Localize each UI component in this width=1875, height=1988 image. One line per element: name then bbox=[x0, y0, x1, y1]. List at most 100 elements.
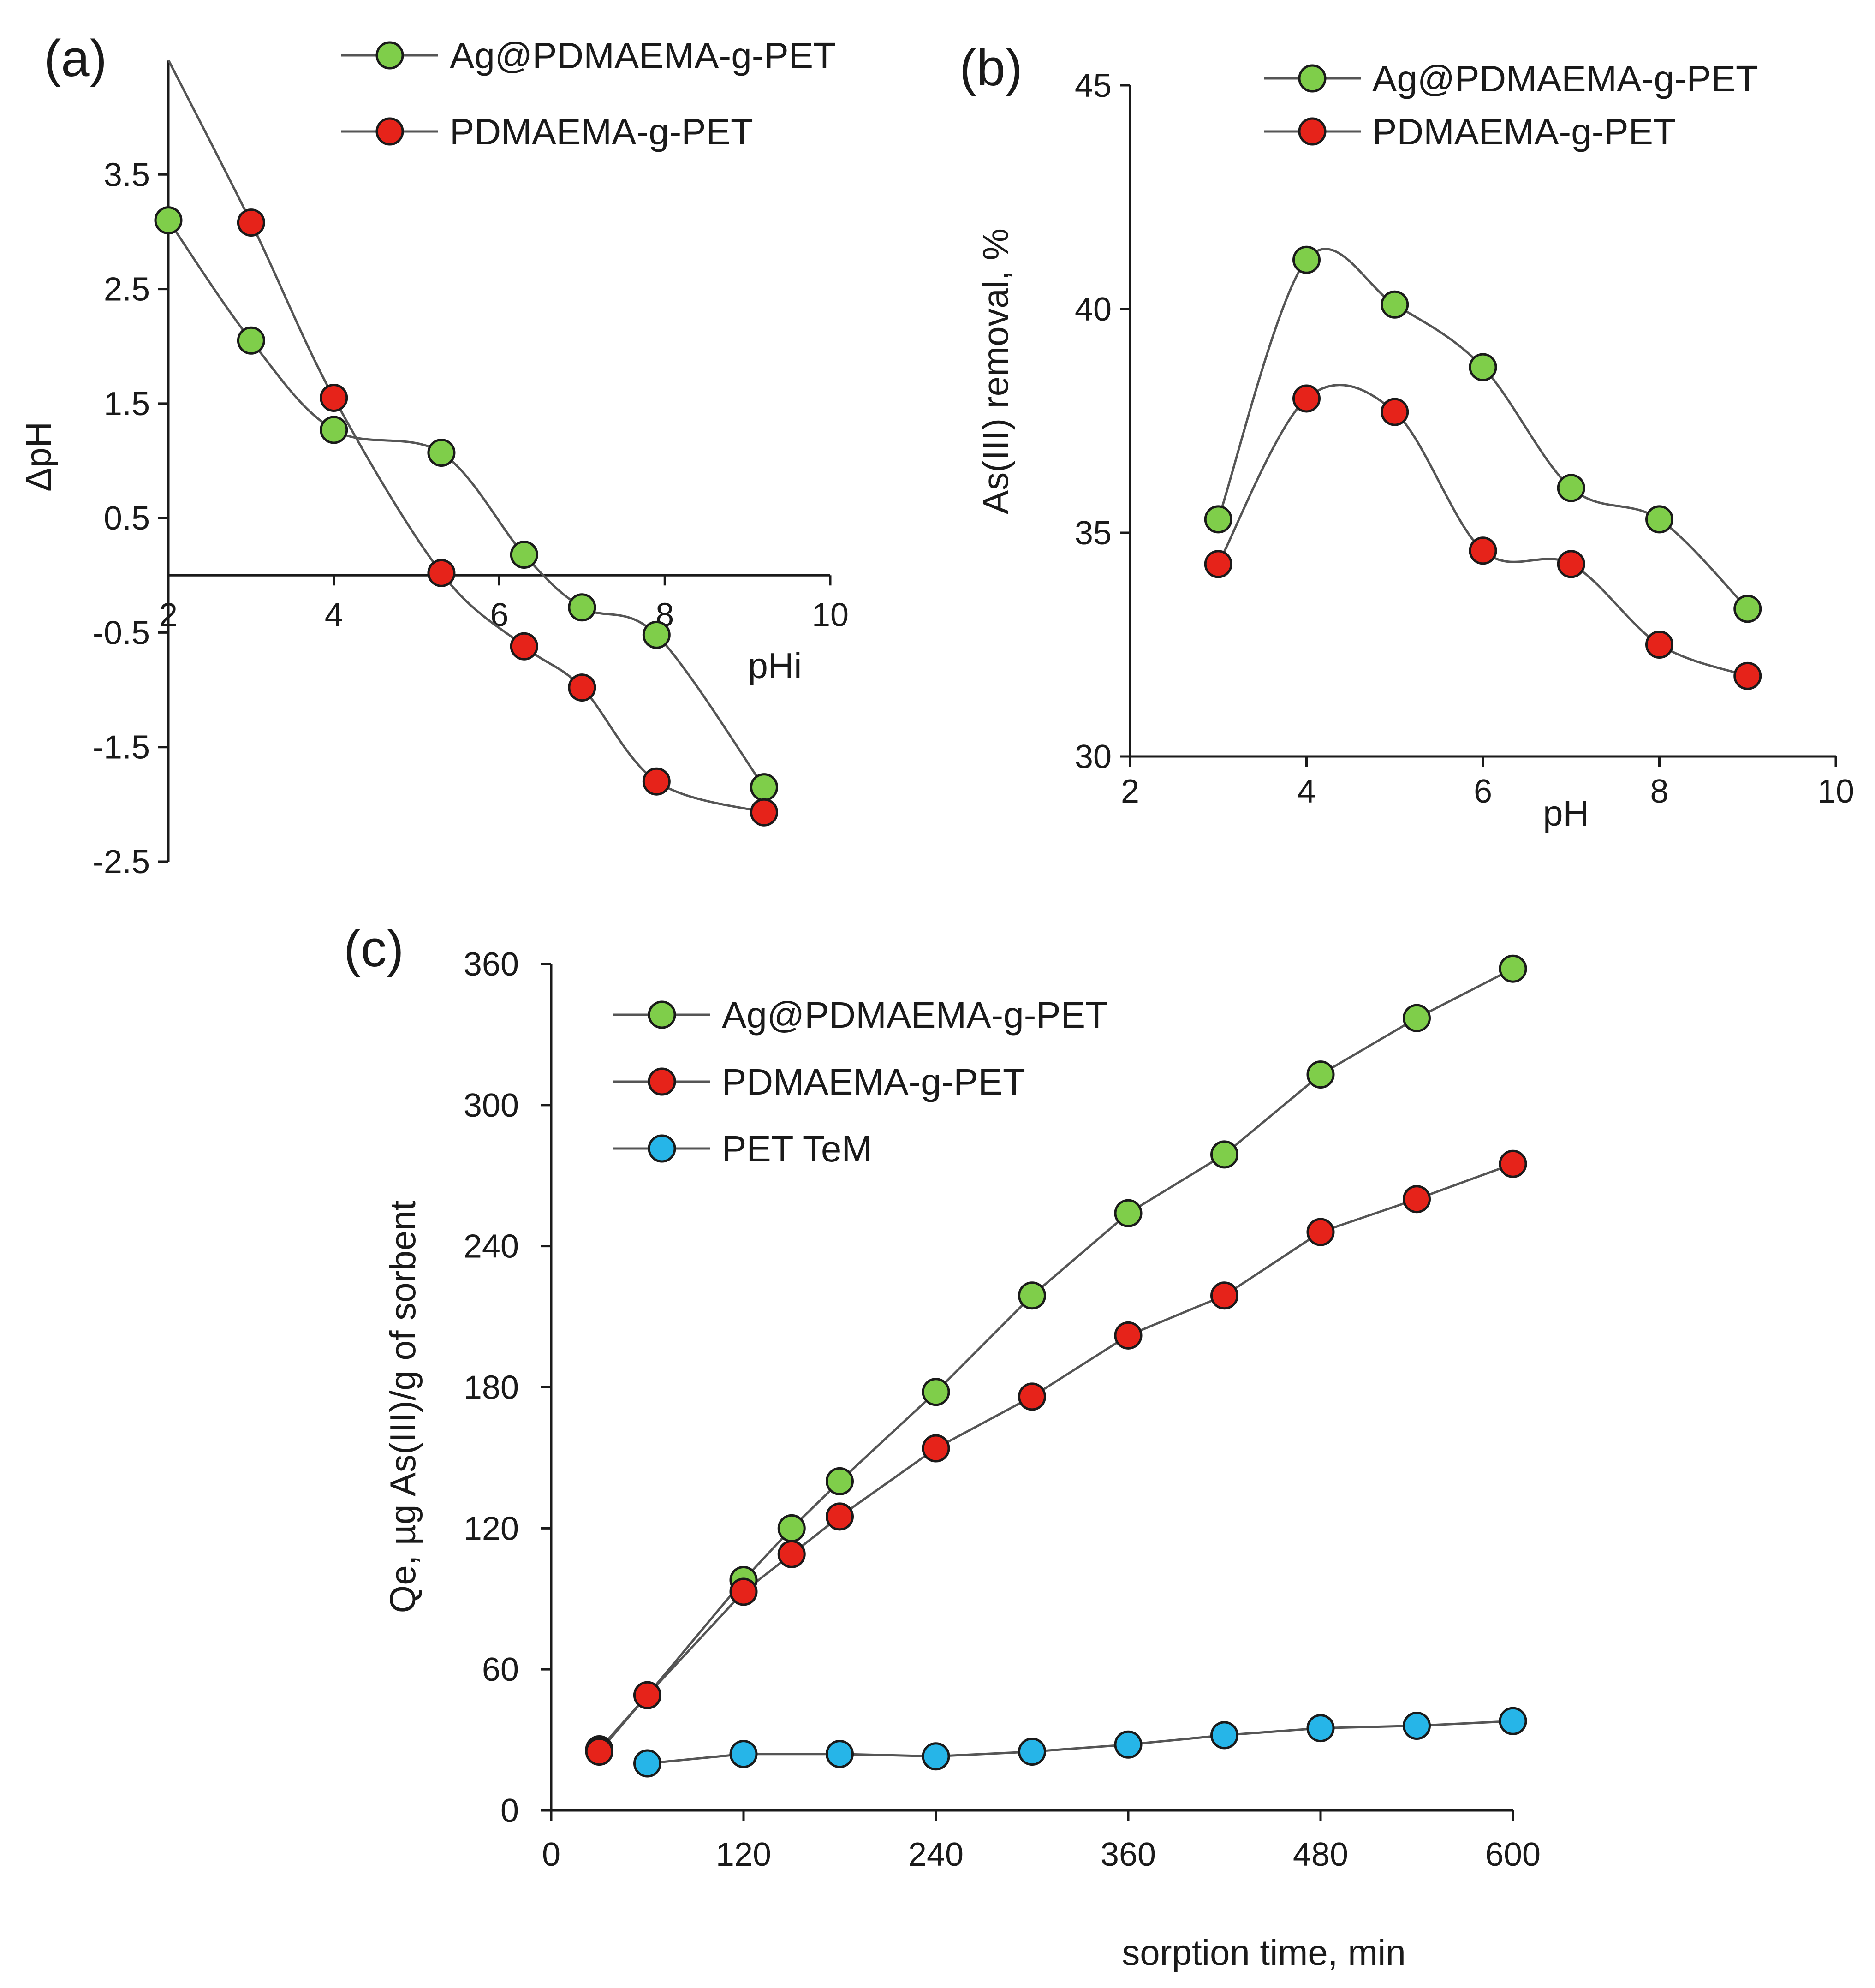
panel-b-point-pdmaema-g-pet bbox=[1557, 550, 1585, 578]
panel-a-y-tick-label: 1.5 bbox=[104, 386, 150, 423]
panel-b-y-tick-label: 45 bbox=[1075, 67, 1112, 104]
panel-b-y-tick-label: 30 bbox=[1075, 738, 1112, 775]
panel-a-legend-label: PDMAEMA-g-PET bbox=[450, 111, 753, 152]
panel-c-legend-marker bbox=[648, 1134, 676, 1163]
panel-c-point-pet-tem bbox=[633, 1749, 661, 1778]
panel-a-point-pdmaema-g-pet bbox=[237, 208, 265, 237]
panel-c-point-pet-tem bbox=[826, 1740, 854, 1768]
panel-c-point-pet-tem bbox=[1114, 1730, 1143, 1759]
panel-c-point-ag-pdmaema-g-pet bbox=[922, 1378, 950, 1406]
panel-c-x-tick-label: 600 bbox=[1485, 1836, 1541, 1873]
panel-a-y-tick-label: -1.5 bbox=[93, 729, 150, 766]
panel-b-x-axis-title: pH bbox=[1543, 793, 1589, 833]
panel-c-point-ag-pdmaema-g-pet bbox=[1114, 1199, 1143, 1227]
panel-a-point-ag-pdmaema-g-pet bbox=[510, 541, 538, 569]
panel-c-label: (c) bbox=[344, 920, 404, 977]
panel-c-y-axis-title: Qe, µg As(III)/g of sorbent bbox=[382, 1200, 423, 1613]
panel-b-point-ag-pdmaema-g-pet bbox=[1645, 505, 1673, 534]
panel-c-point-pet-tem bbox=[1210, 1721, 1238, 1750]
panel-c-legend-label: PDMAEMA-g-PET bbox=[722, 1061, 1025, 1102]
panel-b-point-pdmaema-g-pet bbox=[1733, 661, 1762, 690]
panel-c-x-tick-label: 360 bbox=[1101, 1836, 1156, 1873]
panel-c-point-pdmaema-g-pet bbox=[1306, 1218, 1335, 1246]
panel-c-point-pdmaema-g-pet bbox=[777, 1540, 806, 1568]
panel-a-point-ag-pdmaema-g-pet bbox=[427, 439, 456, 467]
panel-b-point-ag-pdmaema-g-pet bbox=[1469, 353, 1497, 381]
panel-b-x-tick-label: 8 bbox=[1650, 773, 1668, 810]
panel-c-x-tick-label: 240 bbox=[908, 1836, 964, 1873]
panel-a-point-ag-pdmaema-g-pet bbox=[154, 206, 183, 235]
panel-c-point-pdmaema-g-pet bbox=[1403, 1185, 1431, 1214]
panel-a-x-axis-title: pHi bbox=[748, 645, 802, 686]
panel-b-point-ag-pdmaema-g-pet bbox=[1381, 290, 1409, 319]
panel-c-point-pdmaema-g-pet bbox=[1499, 1149, 1527, 1178]
panel-c-series-line-pet-tem bbox=[647, 1720, 1513, 1765]
panel-c-legend-marker bbox=[648, 1067, 676, 1096]
panel-a-legend-marker bbox=[375, 41, 404, 70]
panel-c-y-tick-label: 360 bbox=[464, 946, 519, 983]
chart-panel-b: 30 35 40 45 2 4 6 8 10 pH As(III) removal, % (b) Ag@… bbox=[959, 39, 1854, 833]
panel-c-point-ag-pdmaema-g-pet bbox=[826, 1467, 854, 1495]
panel-a-y-tick-label: 0.5 bbox=[104, 500, 150, 537]
panel-b-point-pdmaema-g-pet bbox=[1292, 384, 1321, 413]
panel-c-point-pet-tem bbox=[922, 1742, 950, 1771]
panel-c-x-axis-title: sorption time, min bbox=[1122, 1932, 1406, 1973]
panel-c-point-pet-tem bbox=[1403, 1712, 1431, 1740]
panel-b-point-ag-pdmaema-g-pet bbox=[1292, 245, 1321, 274]
panel-b-legend-label: Ag@PDMAEMA-g-PET bbox=[1372, 58, 1758, 99]
panel-b-point-pdmaema-g-pet bbox=[1469, 536, 1497, 565]
panel-c-point-ag-pdmaema-g-pet bbox=[777, 1514, 806, 1542]
panel-c-point-pdmaema-g-pet bbox=[729, 1577, 758, 1606]
panel-c-point-pdmaema-g-pet bbox=[1114, 1321, 1143, 1350]
panel-c-point-ag-pdmaema-g-pet bbox=[1210, 1140, 1238, 1169]
panel-c-y-tick-label: 60 bbox=[482, 1651, 519, 1688]
panel-b-x-tick-label: 4 bbox=[1297, 773, 1315, 810]
panel-b-point-ag-pdmaema-g-pet bbox=[1733, 595, 1762, 623]
panel-c-point-ag-pdmaema-g-pet bbox=[1499, 954, 1527, 983]
panel-b-x-tick-label: 10 bbox=[1817, 773, 1854, 810]
panel-c-point-pdmaema-g-pet bbox=[1210, 1281, 1238, 1310]
panel-b-point-ag-pdmaema-g-pet bbox=[1557, 474, 1585, 502]
panel-c-point-pdmaema-g-pet bbox=[633, 1681, 661, 1709]
panel-a-x-tick-label: 10 bbox=[812, 596, 849, 633]
panel-a-legend-marker bbox=[375, 117, 404, 146]
panel-c-legend-label: Ag@PDMAEMA-g-PET bbox=[722, 994, 1108, 1036]
panel-c-point-pdmaema-g-pet bbox=[1018, 1382, 1046, 1411]
panel-b-point-pdmaema-g-pet bbox=[1645, 631, 1673, 659]
panel-a-y-tick-label: -2.5 bbox=[93, 844, 150, 881]
panel-a-point-pdmaema-g-pet bbox=[427, 559, 456, 587]
panel-a-label: (a) bbox=[44, 30, 107, 87]
panel-c-x-tick-label: 120 bbox=[716, 1836, 771, 1873]
panel-a-x-tick-label: 4 bbox=[325, 596, 343, 633]
panel-c-point-ag-pdmaema-g-pet bbox=[1018, 1281, 1046, 1310]
panel-b-y-tick-label: 40 bbox=[1075, 291, 1112, 328]
panel-c-point-pet-tem bbox=[1018, 1738, 1046, 1766]
panel-b-point-ag-pdmaema-g-pet bbox=[1204, 505, 1232, 534]
panel-a-point-pdmaema-g-pet bbox=[642, 767, 671, 796]
panel-a-point-pdmaema-g-pet bbox=[510, 632, 538, 661]
panel-a-point-ag-pdmaema-g-pet bbox=[320, 416, 348, 444]
panel-b-legend-marker bbox=[1298, 117, 1327, 146]
panel-a-point-pdmaema-g-pet bbox=[568, 673, 596, 702]
panel-a-y-tick-label: 2.5 bbox=[104, 271, 150, 308]
panel-b-x-tick-label: 2 bbox=[1121, 773, 1139, 810]
panel-b-point-pdmaema-g-pet bbox=[1381, 398, 1409, 426]
panel-a-point-pdmaema-g-pet bbox=[320, 383, 348, 412]
panel-c-y-tick-label: 120 bbox=[464, 1510, 519, 1547]
panel-c-y-tick-label: 0 bbox=[500, 1792, 519, 1829]
panel-b-label: (b) bbox=[959, 39, 1023, 96]
panel-b-legend-marker bbox=[1298, 64, 1327, 93]
panel-c-series-line-ag-pdmaema-g-pet bbox=[598, 967, 1514, 1750]
panel-a-y-tick-label: -0.5 bbox=[93, 614, 150, 651]
panel-c-point-ag-pdmaema-g-pet bbox=[1403, 1004, 1431, 1032]
panel-c-point-pet-tem bbox=[1499, 1707, 1527, 1735]
panel-b-point-pdmaema-g-pet bbox=[1204, 550, 1232, 578]
panel-a-point-pdmaema-g-pet bbox=[750, 798, 778, 827]
panel-c-y-tick-label: 300 bbox=[464, 1087, 519, 1124]
panel-c-x-tick-label: 0 bbox=[542, 1836, 560, 1873]
panel-a-y-axis-title: ΔpH bbox=[18, 422, 59, 492]
panel-b-legend-label: PDMAEMA-g-PET bbox=[1372, 111, 1676, 152]
panel-c-point-ag-pdmaema-g-pet bbox=[1306, 1060, 1335, 1089]
panel-c-point-pet-tem bbox=[1306, 1714, 1335, 1743]
